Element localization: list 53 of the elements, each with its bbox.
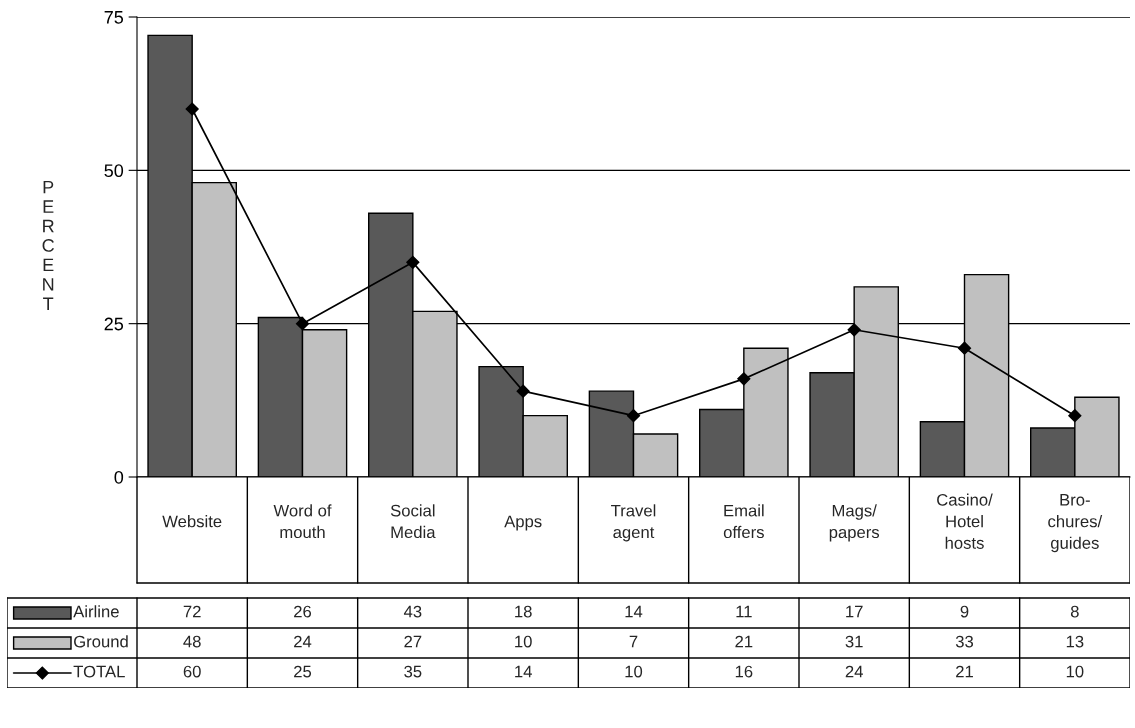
point [626, 409, 641, 423]
point [516, 384, 530, 398]
y-axis-title: PERCENT [42, 180, 54, 311]
y-tick-label: 75 [104, 11, 124, 24]
data-label: 7 [629, 635, 638, 648]
x-tick-label: Apps [504, 515, 542, 531]
data-label: 10 [1066, 665, 1084, 678]
data-label: 18 [515, 605, 532, 618]
data-label: 17 [846, 605, 863, 618]
data-label: 26 [294, 605, 312, 618]
y-tick-label: 25 [104, 317, 124, 331]
data-label: 13 [1066, 635, 1084, 648]
y-tick-label: 50 [104, 164, 124, 178]
point [737, 372, 751, 386]
data-label: 48 [183, 635, 201, 648]
point [847, 323, 861, 337]
data-label: 21 [735, 635, 753, 648]
legend-label: Airline [73, 605, 119, 618]
x-tick-label: Bro- chures/ guides [1048, 494, 1103, 553]
data-label: 14 [515, 665, 532, 678]
data-label: 35 [404, 665, 422, 678]
y-tick-label: 0 [114, 470, 124, 484]
x-tick-label: Email offers [723, 504, 764, 539]
point [406, 255, 420, 269]
data-label: 33 [955, 635, 974, 648]
data-label: 27 [404, 635, 422, 648]
data-label: 25 [294, 665, 312, 678]
data-label: 16 [735, 665, 753, 678]
legend-label: Ground [74, 635, 128, 648]
legend-label: TOTAL [73, 665, 125, 678]
data-label: 9 [960, 605, 969, 618]
data-label: 21 [956, 665, 973, 678]
x-tick-label: Website [162, 515, 222, 528]
x-tick-label: Casino/ Hotel hosts [937, 493, 993, 549]
data-label: 10 [515, 635, 532, 648]
data-label: 8 [1070, 605, 1079, 618]
data-label: 24 [845, 665, 863, 678]
data-label: 10 [625, 665, 643, 678]
point [957, 341, 972, 355]
x-tick-label: Travel agent [611, 504, 656, 542]
data-label: 72 [183, 605, 201, 618]
data-label: 31 [845, 635, 863, 648]
data-label: 11 [736, 605, 752, 618]
data-label: 43 [403, 605, 422, 618]
data-label: 24 [294, 635, 312, 648]
data-label: 60 [183, 665, 201, 678]
point [1068, 409, 1082, 423]
data-label: 14 [625, 605, 643, 618]
x-tick-label: Social Media [390, 504, 436, 539]
x-tick-label: Word of mouth [273, 504, 332, 539]
point [185, 102, 199, 116]
point [295, 317, 310, 331]
x-tick-label: Mags/ papers [829, 504, 880, 542]
